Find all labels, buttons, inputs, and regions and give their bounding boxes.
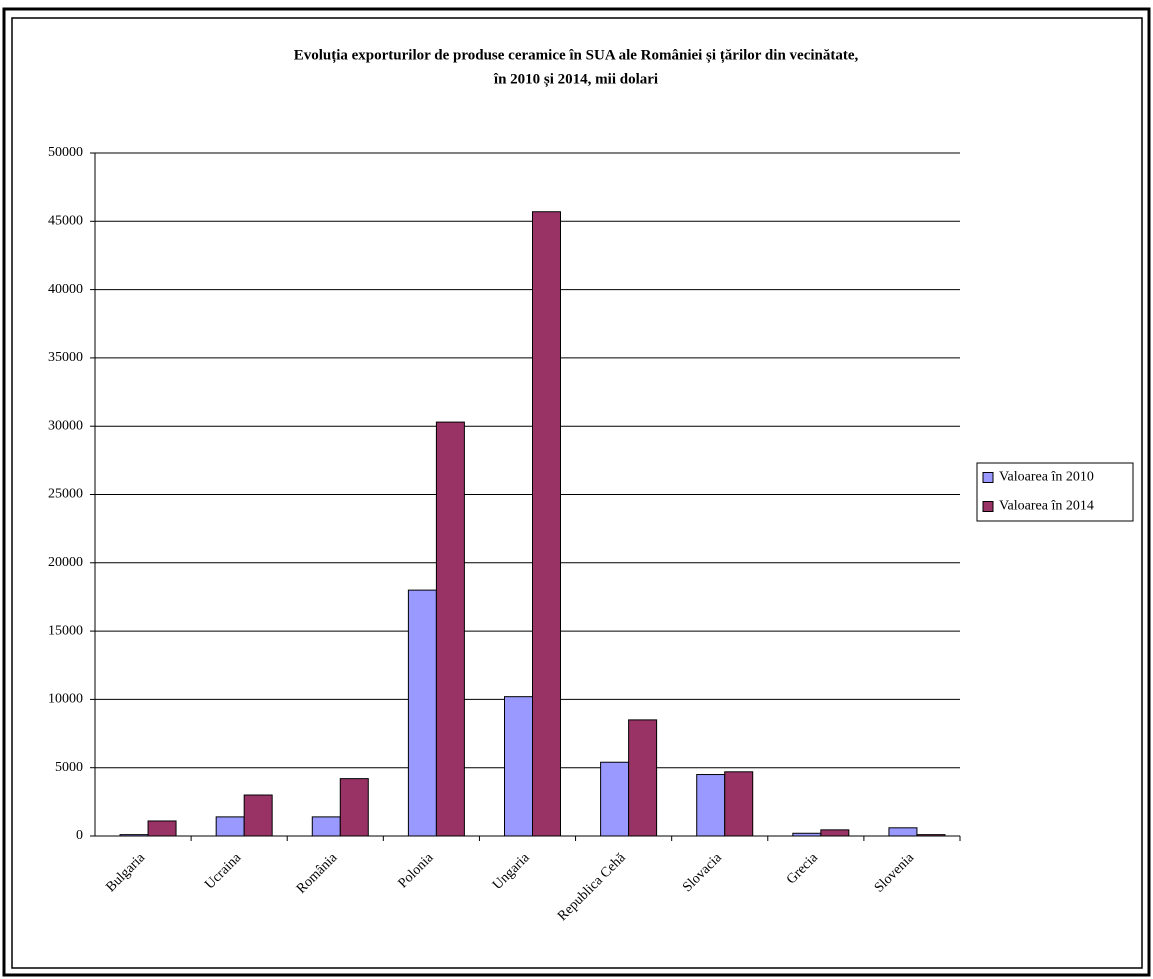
- y-tick-label: 40000: [48, 282, 83, 297]
- y-tick-label: 25000: [48, 487, 83, 502]
- bar: [243, 794, 273, 837]
- legend-box: [976, 462, 1134, 522]
- legend-label: Valoarea în 2014: [999, 499, 1094, 514]
- legend-swatch: [982, 501, 994, 512]
- x-tick-label: Polonia: [396, 850, 437, 891]
- y-tick-label: 5000: [55, 760, 83, 775]
- bar: [820, 829, 850, 837]
- bar: [628, 719, 658, 837]
- bar: [215, 816, 245, 837]
- bar: [600, 761, 630, 837]
- x-tick-label: Republica Cehă: [555, 850, 629, 924]
- chart-title: Evoluția exporturilor de produse ceramic…: [294, 47, 859, 63]
- x-tick-label: Ungaria: [490, 850, 533, 893]
- legend-swatch: [982, 472, 994, 483]
- bar: [916, 834, 946, 837]
- y-tick-label: 50000: [48, 145, 83, 160]
- bar: [339, 778, 369, 837]
- x-tick-label: Grecia: [784, 850, 822, 888]
- outer-frame: [2, 7, 1151, 977]
- y-tick-label: 20000: [48, 555, 83, 570]
- bar: [407, 589, 437, 837]
- bar: [147, 820, 177, 837]
- bar: [888, 827, 918, 837]
- bar: [435, 421, 465, 837]
- x-tick-label: Bulgaria: [103, 850, 148, 895]
- x-tick-label: Slovacia: [680, 850, 725, 895]
- x-tick-label: Slovenia: [872, 850, 918, 896]
- bar: [724, 771, 754, 837]
- y-tick-label: 15000: [48, 623, 83, 638]
- bar: [792, 832, 822, 837]
- y-tick-label: 10000: [48, 692, 83, 707]
- bar: [311, 816, 341, 837]
- y-tick-label: 45000: [48, 214, 83, 229]
- bar: [119, 834, 149, 837]
- legend-label: Valoarea în 2010: [999, 470, 1094, 485]
- bar: [532, 211, 561, 837]
- bar: [504, 696, 533, 837]
- chart-frame: [11, 17, 1143, 969]
- chart-subtitle: în 2010 și 2014, mii dolari: [493, 71, 658, 87]
- bar: [696, 774, 726, 837]
- y-tick-label: 35000: [48, 350, 83, 365]
- x-tick-label: România: [294, 850, 341, 897]
- y-tick-label: 30000: [48, 418, 83, 433]
- x-tick-label: Ucraina: [202, 850, 244, 892]
- y-tick-label: 0: [76, 828, 83, 843]
